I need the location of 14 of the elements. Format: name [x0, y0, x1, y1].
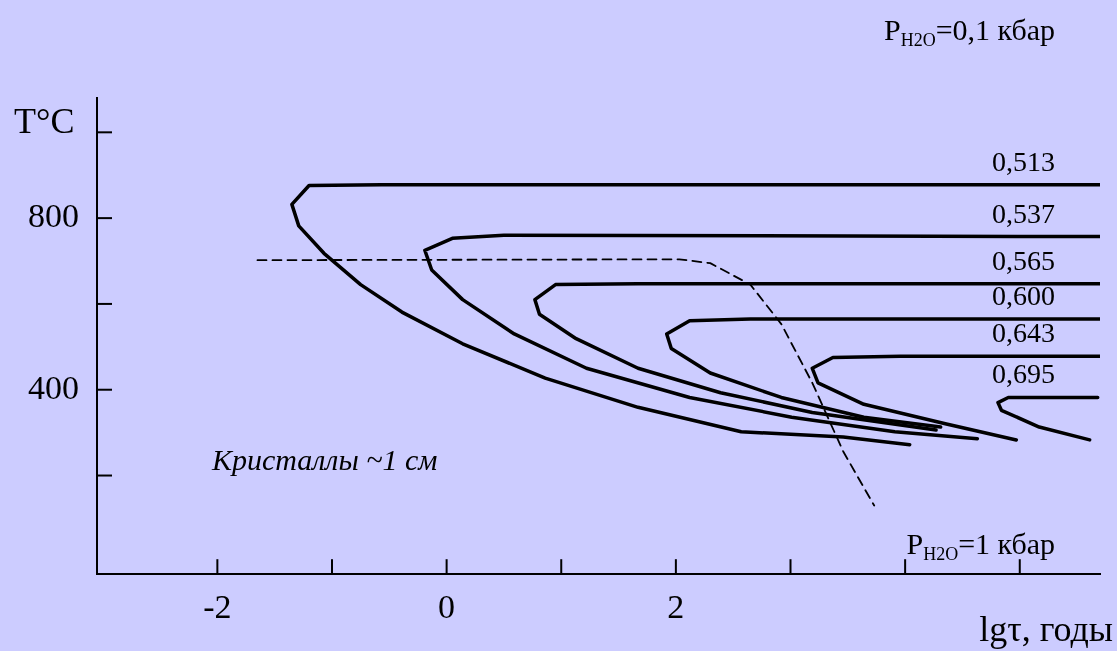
series-label: 0,537 — [992, 197, 1055, 229]
x-tick-label: 0 — [438, 587, 456, 625]
series-label: 0,600 — [992, 279, 1055, 311]
series-label: 0,565 — [992, 244, 1055, 276]
y-axis-title: T°C — [14, 101, 75, 141]
x-tick-label: -2 — [203, 587, 232, 625]
series-label: 0,513 — [992, 145, 1055, 177]
x-axis-title: lgτ, годы — [979, 609, 1114, 649]
series-label: 0,643 — [992, 317, 1055, 349]
x-tick-label: 2 — [667, 587, 685, 625]
y-tick-label: 800 — [28, 197, 79, 235]
series-label: 0,695 — [992, 358, 1055, 390]
annotation: Кристаллы ~1 см — [211, 443, 438, 476]
y-tick-label: 400 — [28, 368, 79, 406]
